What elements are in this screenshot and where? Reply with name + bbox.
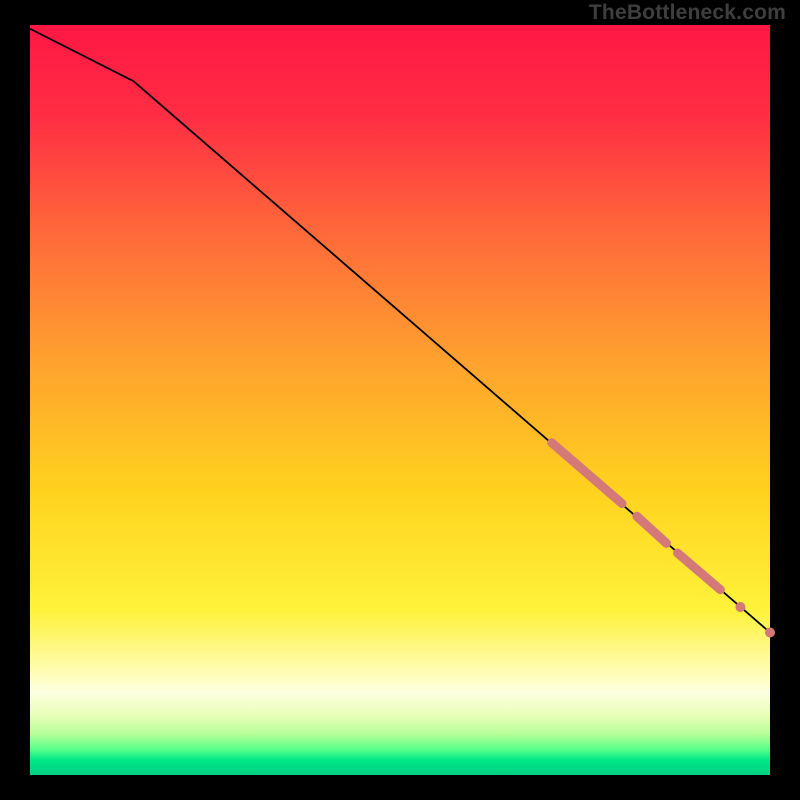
plot-background <box>30 25 770 775</box>
chart-container: TheBottleneck.com <box>0 0 800 800</box>
watermark-label: TheBottleneck.com <box>589 1 786 25</box>
highlight-dot <box>735 602 745 612</box>
bottleneck-chart <box>0 0 800 800</box>
highlight-dot <box>765 628 775 638</box>
